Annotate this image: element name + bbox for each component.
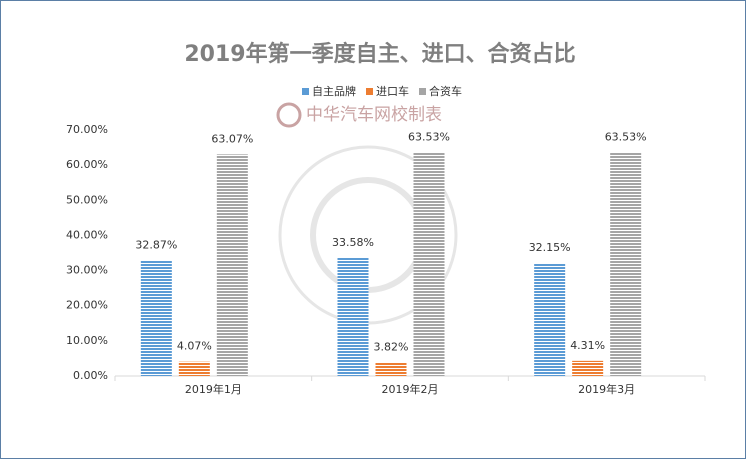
bar [178, 361, 210, 376]
bar [572, 360, 604, 376]
bar [375, 362, 407, 376]
y-tick-label: 20.00% [66, 299, 108, 312]
bar [140, 260, 172, 376]
legend-label: 合资车 [429, 84, 462, 98]
y-tick-label: 40.00% [66, 228, 108, 241]
data-label: 63.53% [408, 131, 450, 144]
bar [413, 152, 445, 376]
legend-swatch [366, 88, 373, 95]
data-label: 3.82% [374, 341, 409, 354]
data-label: 63.07% [211, 132, 253, 145]
data-label: 4.31% [570, 339, 605, 352]
bar [216, 154, 248, 376]
x-tick-label: 2019年2月 [382, 382, 439, 396]
data-label: 33.58% [332, 236, 374, 249]
bar [337, 257, 369, 376]
watermark-text: 中华汽车网校制表 [306, 105, 442, 125]
y-tick-label: 30.00% [66, 264, 108, 277]
x-tick-label: 2019年1月 [185, 382, 242, 396]
y-tick-label: 60.00% [66, 158, 108, 171]
data-label: 32.87% [135, 238, 177, 251]
y-tick-label: 70.00% [66, 123, 108, 136]
bar [610, 152, 642, 376]
bar [534, 263, 566, 376]
legend-label: 进口车 [376, 84, 409, 98]
y-tick-label: 50.00% [66, 193, 108, 206]
legend-swatch [302, 88, 309, 95]
watermark-logo [276, 102, 302, 128]
data-label: 4.07% [177, 340, 212, 353]
y-tick-label: 0.00% [73, 369, 108, 382]
x-tick-label: 2019年3月 [578, 382, 635, 396]
data-label: 32.15% [529, 241, 571, 254]
y-tick-label: 10.00% [66, 334, 108, 347]
legend-label: 自主品牌 [312, 84, 356, 98]
legend-swatch [419, 88, 426, 95]
data-label: 63.53% [605, 131, 647, 144]
chart-title: 2019年第一季度自主、进口、合资占比 [184, 41, 575, 67]
